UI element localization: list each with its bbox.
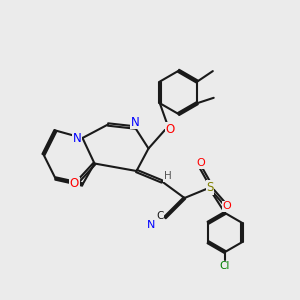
Text: O: O: [223, 201, 232, 211]
Text: N: N: [73, 131, 82, 145]
Text: N: N: [130, 116, 140, 129]
Text: Cl: Cl: [220, 261, 230, 272]
Text: O: O: [196, 158, 205, 168]
Text: C: C: [156, 211, 163, 221]
Text: O: O: [166, 123, 175, 136]
Text: O: O: [70, 177, 79, 190]
Text: N: N: [147, 220, 156, 230]
Text: H: H: [164, 171, 171, 181]
Text: S: S: [206, 181, 214, 194]
